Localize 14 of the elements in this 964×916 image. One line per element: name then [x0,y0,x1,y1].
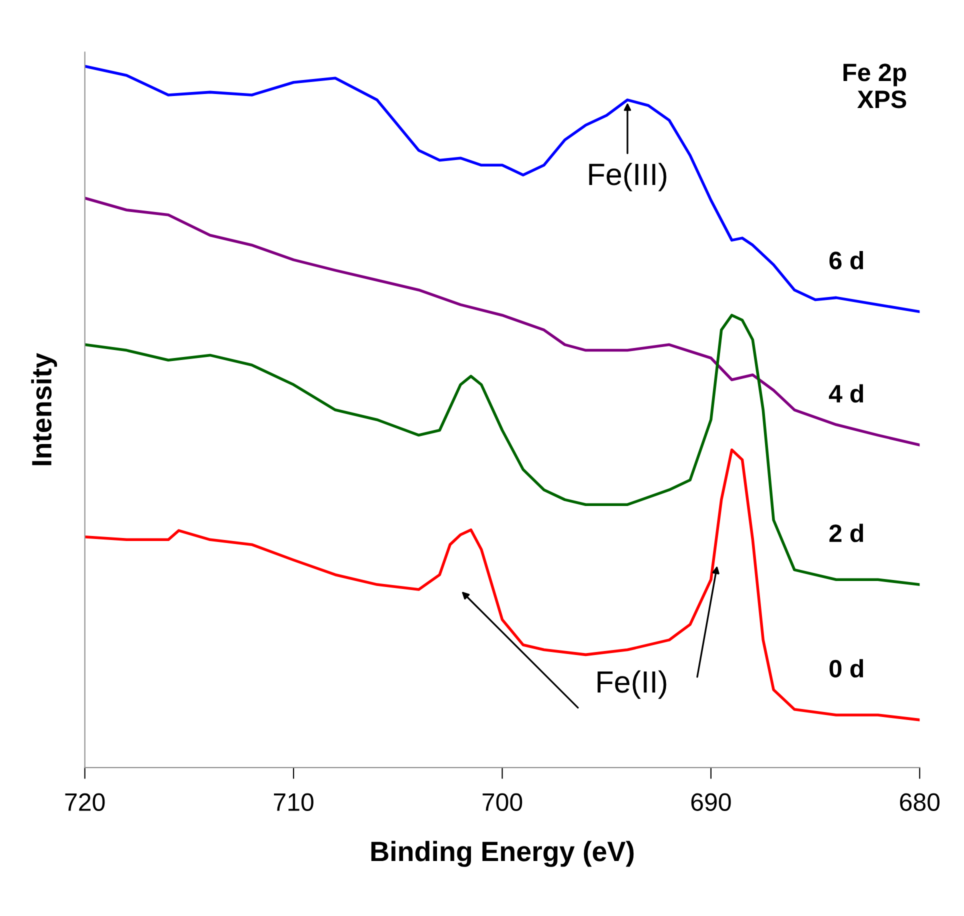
x-tick-label: 690 [691,793,731,811]
annotation: Fe(III) [589,162,666,192]
series-label: 2 d [829,524,864,542]
annotation: Fe(II) [598,670,666,699]
y-axis-title: Intensity [31,352,58,466]
x-tick-label: 720 [65,793,105,811]
series-label: 0 d [830,659,864,678]
annotation: Fe 2p XPS [844,64,906,108]
x-tick-label: 700 [482,793,522,811]
x-tick-label: 710 [274,793,314,811]
x-tick-label: 680 [900,793,940,811]
series-label: 6 d [829,250,864,270]
x-axis-title: Binding Energy (eV) [371,840,634,867]
series-label: 4 d [828,384,864,403]
